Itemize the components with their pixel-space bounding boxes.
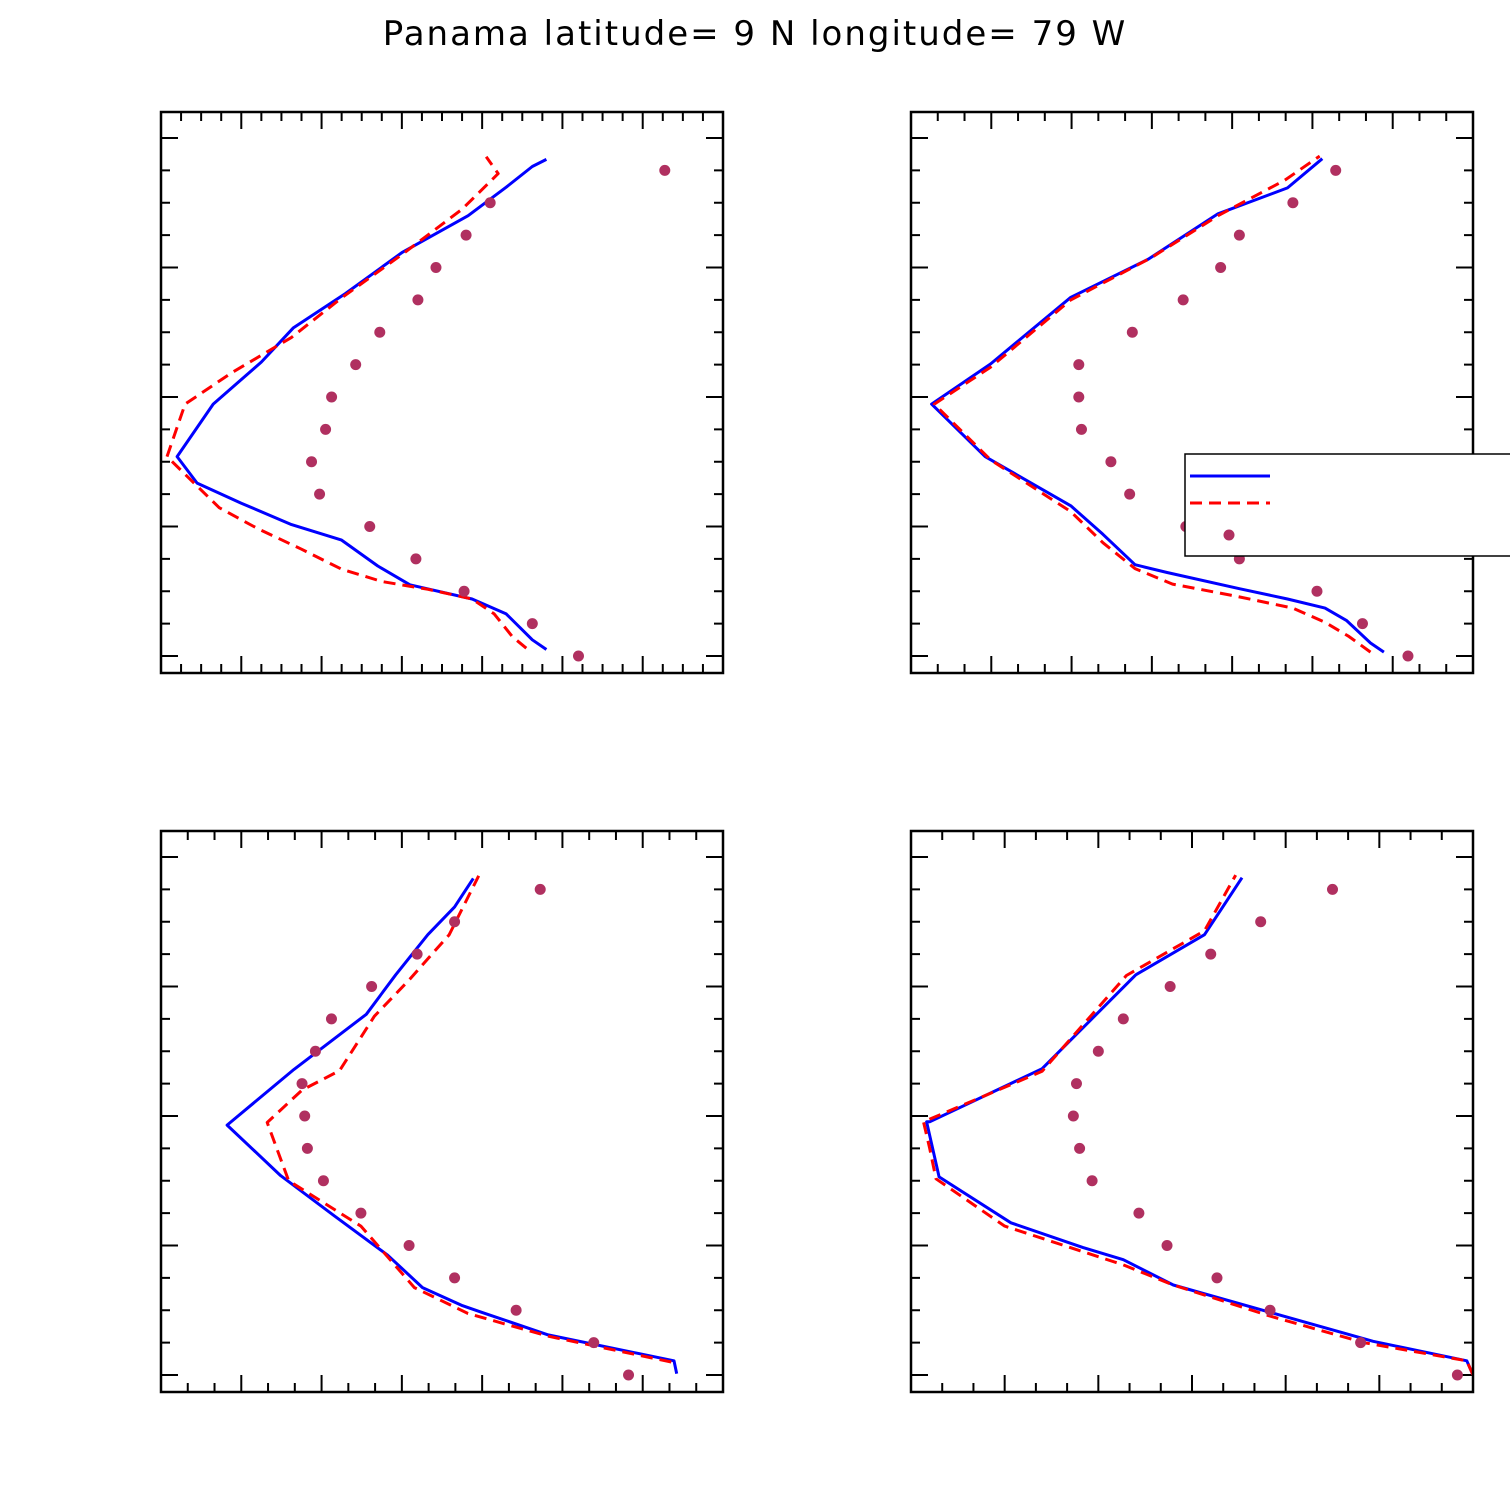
raobs-point xyxy=(309,1045,321,1057)
raobs-point xyxy=(1211,1272,1223,1284)
panels xyxy=(159,110,1475,1394)
raobs-point xyxy=(364,521,376,532)
raobs-point xyxy=(1117,1013,1129,1025)
panel-oct xyxy=(909,829,1475,1394)
panel-jul xyxy=(159,829,725,1394)
raobs-point xyxy=(1233,229,1245,241)
panel-jan xyxy=(159,110,725,675)
series-line-dashed xyxy=(265,875,672,1364)
plot-frame xyxy=(159,829,725,1394)
raobs-point xyxy=(1356,618,1368,630)
raobs-point xyxy=(320,423,332,435)
raobs-point xyxy=(484,197,496,209)
raobs-point xyxy=(325,1013,337,1025)
raobs-point xyxy=(314,488,326,500)
raobs-point xyxy=(588,1337,600,1349)
raobs-point xyxy=(1205,948,1217,960)
raobs-point xyxy=(659,164,671,176)
raobs-point xyxy=(301,1142,313,1154)
plot-area xyxy=(930,154,1414,662)
raobs-point xyxy=(350,359,362,371)
raobs-point xyxy=(1402,650,1414,662)
raobs-point xyxy=(526,618,538,630)
raobs-point xyxy=(1215,262,1227,273)
raobs-point xyxy=(1133,1207,1145,1219)
raobs-point xyxy=(374,326,386,338)
legend xyxy=(1184,453,1510,557)
raobs-point xyxy=(430,262,442,273)
figure-title: Panama latitude= 9 N longitude= 79 W xyxy=(383,14,1128,54)
plot-frame xyxy=(909,110,1475,675)
raobs-point xyxy=(403,1240,415,1251)
raobs-point xyxy=(1073,391,1085,403)
raobs-point xyxy=(412,294,424,306)
raobs-point xyxy=(1074,1142,1086,1154)
legend-box xyxy=(1184,453,1510,557)
raobs-point xyxy=(1161,1240,1173,1251)
raobs-point xyxy=(1067,1110,1079,1122)
series-line-solid xyxy=(925,876,1473,1376)
raobs-point xyxy=(299,1110,311,1122)
raobs-point xyxy=(1287,197,1299,209)
panel-apr xyxy=(909,110,1475,675)
series-line-solid xyxy=(175,158,548,651)
raobs-point xyxy=(458,585,470,597)
raobs-point xyxy=(1075,423,1087,435)
raobs-point xyxy=(411,948,423,960)
raobs-point xyxy=(1164,981,1176,992)
raobs-point xyxy=(306,456,318,468)
raobs-point xyxy=(1327,883,1338,895)
raobs-point xyxy=(1451,1369,1463,1381)
raobs-point xyxy=(460,229,472,241)
raobs-point xyxy=(410,553,422,565)
raobs-point xyxy=(1255,916,1267,928)
legend-marker-dot xyxy=(1223,529,1235,541)
plot-area xyxy=(225,875,679,1381)
raobs-point xyxy=(1355,1337,1367,1349)
raobs-point xyxy=(1070,1078,1082,1090)
raobs-point xyxy=(317,1175,329,1187)
raobs-point xyxy=(326,391,338,403)
raobs-point xyxy=(296,1078,308,1090)
plot-area xyxy=(922,874,1473,1381)
raobs-point xyxy=(1264,1304,1276,1316)
raobs-point xyxy=(534,883,546,895)
raobs-point xyxy=(1073,359,1085,371)
plot-frame xyxy=(909,829,1475,1394)
raobs-point xyxy=(1126,326,1138,338)
raobs-point xyxy=(355,1207,367,1219)
raobs-point xyxy=(366,981,378,992)
raobs-point xyxy=(1330,164,1342,176)
raobs-point xyxy=(1177,294,1189,306)
raobs-point xyxy=(1086,1175,1098,1187)
series-line-dashed xyxy=(932,154,1372,654)
raobs-point xyxy=(449,916,461,928)
series-line-solid xyxy=(225,877,679,1375)
raobs-point xyxy=(510,1304,522,1316)
raobs-point xyxy=(1124,488,1136,500)
raobs-point xyxy=(449,1272,461,1284)
raobs-point xyxy=(1092,1045,1104,1057)
series-line-dashed xyxy=(165,155,528,650)
raobs-point xyxy=(1311,585,1323,597)
plot-area xyxy=(165,155,671,662)
raobs-point xyxy=(572,650,584,662)
raobs-point xyxy=(1105,456,1117,468)
series-line-dashed xyxy=(922,874,1473,1376)
raobs-point xyxy=(623,1369,635,1381)
plot-frame xyxy=(159,110,725,675)
